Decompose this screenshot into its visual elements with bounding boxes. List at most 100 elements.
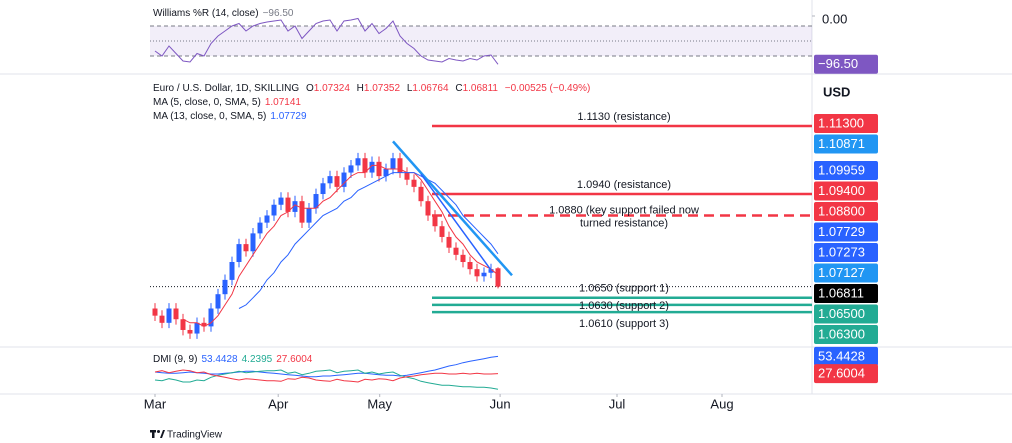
candle-body (460, 254, 466, 262)
level-label: turned resistance) (580, 217, 668, 229)
candle-body (348, 165, 354, 173)
candle-body (474, 269, 480, 277)
ohlc-key: H (356, 83, 364, 94)
brand: TradingView (167, 430, 223, 441)
candle-body (481, 272, 487, 277)
level-label: 1.0940 (resistance) (577, 179, 671, 191)
indicator-line (154, 355, 499, 378)
candle-body (152, 308, 158, 316)
indicator-title: DMI (9, 9) (153, 354, 198, 365)
candle-body (383, 168, 389, 177)
candle-body (201, 322, 207, 327)
price-label-text: 1.06300 (818, 326, 865, 341)
price-label-text: 1.07729 (818, 224, 865, 239)
price-label-text: 1.09959 (818, 162, 865, 177)
candle-body (187, 329, 193, 334)
candle-body (166, 308, 172, 323)
candle-body (313, 194, 319, 209)
level-label: 1.1130 (resistance) (577, 111, 670, 123)
candle-body (299, 201, 305, 223)
price-label (814, 222, 878, 242)
candle-body (334, 176, 340, 187)
candle-body (285, 197, 291, 212)
candle-body (215, 294, 221, 309)
symbol-title: Euro / U.S. Dollar, 1D, SKILLING (153, 83, 300, 94)
x-tick-label: May (367, 396, 392, 411)
x-tick-label: Jul (609, 396, 626, 411)
level-label: 1.0650 (support 1) (579, 283, 669, 295)
price-label (814, 181, 878, 201)
trendline (420, 173, 492, 271)
candle-body (208, 308, 214, 327)
indicator-value: −96.50 (262, 8, 294, 19)
price-label-text: 1.11300 (818, 115, 864, 130)
x-tick-label: Mar (144, 396, 167, 411)
price-label-text: 1.07273 (818, 244, 865, 259)
price-legend: Euro / U.S. Dollar, 1D, SKILLING O1.0732… (153, 82, 594, 124)
ohlc-value: 1.07324 (313, 83, 350, 94)
candle-body (376, 161, 382, 177)
indicator-value-box (814, 364, 878, 384)
candle-body (495, 268, 501, 287)
ohlc-value: 1.06811 (462, 83, 498, 94)
candle-body (397, 158, 403, 173)
indicator-value: 53.4428 (201, 354, 238, 365)
candle-body (243, 244, 249, 252)
change: −0.00525 (−0.49%) (504, 83, 591, 94)
logo (150, 430, 165, 438)
candle-body (194, 322, 200, 334)
candle-body (180, 319, 186, 330)
indicator-value-box-text: 27.6004 (818, 366, 865, 381)
candle-body (320, 183, 326, 195)
indicator-value-box-text: −96.50 (818, 56, 858, 71)
dmi-legend: DMI (9, 9) 53.4428 4.2395 27.6004 (153, 353, 316, 367)
price-label (814, 201, 878, 221)
indicator-title: Williams %R (14, close) (153, 8, 259, 19)
ma-name: MA (5, close, 0, SMA, 5) (153, 97, 261, 108)
candle-body (411, 179, 417, 187)
ma-name: MA (13, close, 0, SMA, 5) (153, 111, 267, 122)
candle-body (257, 222, 263, 234)
y-tick-label: 0.00 (822, 11, 847, 26)
price-label (814, 160, 878, 180)
legend-row: MA (5, close, 0, SMA, 5) 1.07141 (153, 96, 594, 110)
price-label (814, 304, 878, 324)
price-label-text: 1.06500 (818, 306, 865, 321)
indicator-value-box (814, 346, 878, 366)
candle-body (159, 315, 165, 323)
price-label-text: 1.09400 (818, 183, 865, 198)
price-label (814, 242, 878, 262)
candle-body (390, 158, 396, 169)
candle-body (229, 261, 235, 280)
williams-legend: Williams %R (14, close) −96.50 (153, 7, 297, 21)
candle-body (362, 158, 368, 173)
candle-body (264, 215, 270, 223)
candle-body (292, 201, 298, 212)
price-label (814, 134, 878, 154)
candle-body (271, 204, 277, 216)
indicator-value: 4.2395 (241, 354, 273, 365)
candle-body (404, 172, 410, 180)
legend-row: Euro / U.S. Dollar, 1D, SKILLING O1.0732… (153, 82, 594, 96)
candle-body (341, 172, 347, 187)
x-tick-label: Apr (268, 396, 289, 411)
candle-body (173, 308, 179, 320)
candle-body (222, 279, 228, 295)
currency: USD (823, 84, 850, 99)
candle-body (446, 236, 452, 248)
price-label (814, 263, 878, 283)
candle-body (355, 158, 361, 166)
legend-row: MA (13, close, 0, SMA, 5) 1.07729 (153, 110, 594, 124)
moving-average (238, 172, 499, 309)
ohlc-key: L (406, 83, 413, 94)
indicator-line (154, 369, 499, 383)
moving-average (182, 164, 499, 327)
price-label (814, 324, 878, 344)
candle-body (418, 186, 424, 202)
price-label (814, 113, 878, 133)
x-tick-label: Jun (490, 396, 511, 411)
ma-value: 1.07729 (270, 111, 307, 122)
indicator-value-box (814, 54, 878, 74)
candle-body (432, 215, 438, 227)
